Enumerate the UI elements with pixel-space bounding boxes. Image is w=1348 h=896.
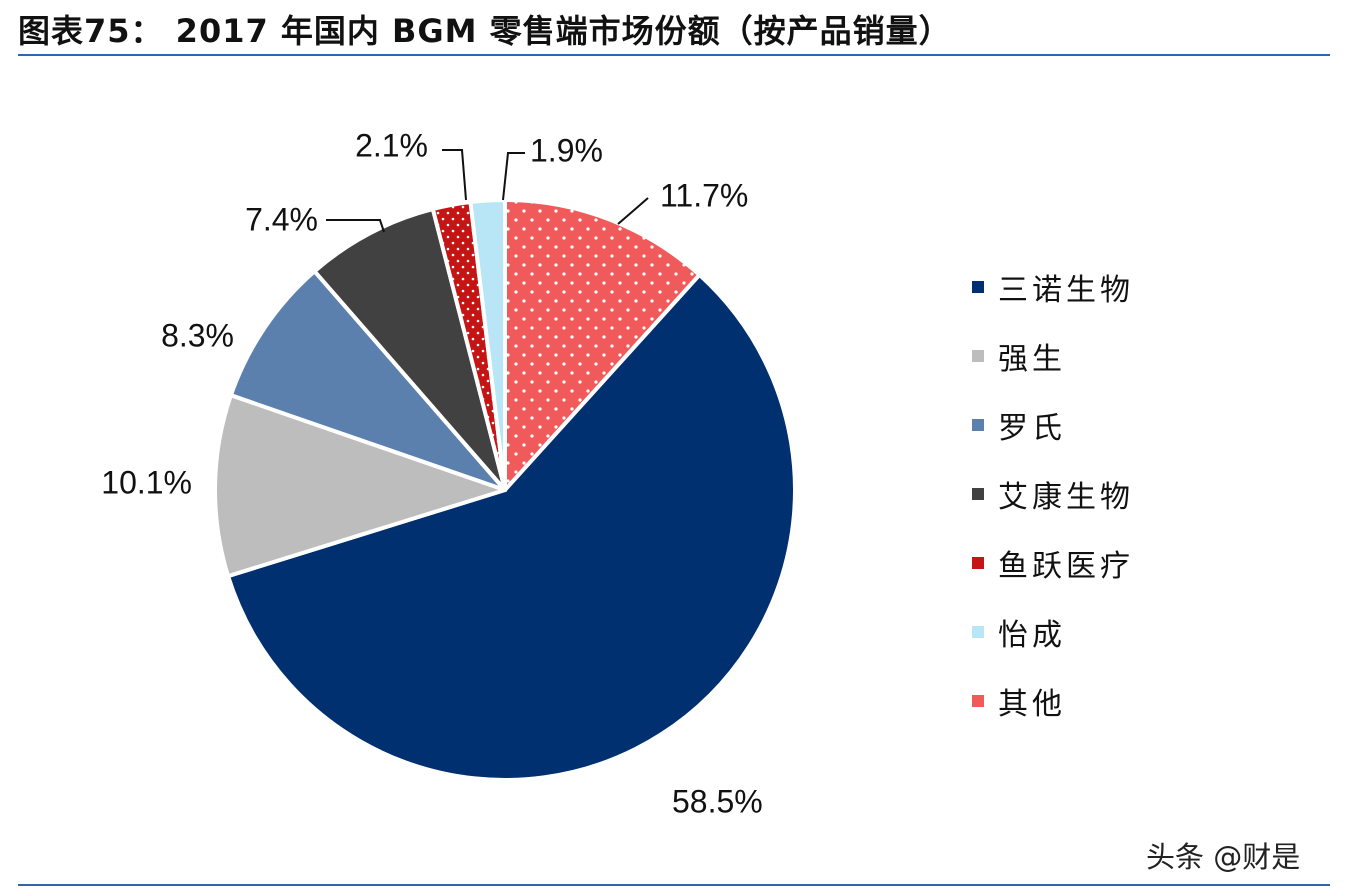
legend-item: 罗氏	[972, 390, 1134, 459]
pie-slice	[468, 197, 507, 492]
legend-swatch	[972, 418, 984, 431]
chart-title: 图表75： 2017 年国内 BGM 零售端市场份额（按产品销量）	[18, 12, 952, 50]
legend-item: 怡成	[972, 597, 1134, 666]
pie-slice	[226, 272, 797, 782]
legend-label: 强生	[998, 341, 1066, 377]
leader-line	[442, 149, 467, 201]
legend-swatch	[972, 694, 984, 707]
pie-slice	[213, 393, 507, 579]
leader-line	[326, 219, 385, 233]
legend-swatch	[972, 280, 984, 293]
pie-slice	[503, 198, 702, 492]
watermark: 头条 @财是	[1146, 840, 1301, 874]
legend-label: 三诺生物	[998, 272, 1134, 308]
legend-swatch	[972, 556, 984, 569]
legend-item: 三诺生物	[972, 252, 1134, 321]
pie-slices	[213, 197, 797, 782]
data-label: 11.7%	[660, 177, 748, 213]
legend-label: 罗氏	[998, 410, 1066, 446]
title-rule	[18, 54, 1330, 56]
data-labels: 11.7% 58.5% 10.1% 8.3% 7.4% 2.1% 1.9%	[101, 127, 762, 819]
legend-item: 鱼跃医疗	[972, 528, 1134, 597]
legend-label: 怡成	[998, 617, 1066, 653]
pie-slice	[228, 269, 507, 492]
data-label: 10.1%	[101, 464, 192, 500]
data-label: 8.3%	[161, 317, 234, 353]
data-label: 2.1%	[355, 127, 428, 163]
legend-label: 鱼跃医疗	[998, 548, 1134, 584]
leader-line	[502, 152, 525, 201]
legend-swatch	[972, 487, 984, 500]
bottom-rule	[18, 884, 1330, 886]
legend-label: 艾康生物	[998, 479, 1134, 515]
legend-label: 其他	[998, 686, 1066, 722]
leader-lines	[326, 149, 649, 233]
data-label: 1.9%	[530, 132, 603, 168]
legend-swatch	[972, 349, 984, 362]
legend-swatch	[972, 625, 984, 638]
data-label: 58.5%	[672, 783, 763, 819]
pie-slice	[312, 207, 507, 492]
data-label: 7.4%	[245, 201, 318, 237]
legend-item: 其他	[972, 666, 1134, 735]
legend: 三诺生物 强生 罗氏 艾康生物 鱼跃医疗 怡成 其他	[972, 252, 1134, 735]
leader-line	[617, 197, 649, 225]
legend-item: 强生	[972, 321, 1134, 390]
legend-item: 艾康生物	[972, 459, 1134, 528]
